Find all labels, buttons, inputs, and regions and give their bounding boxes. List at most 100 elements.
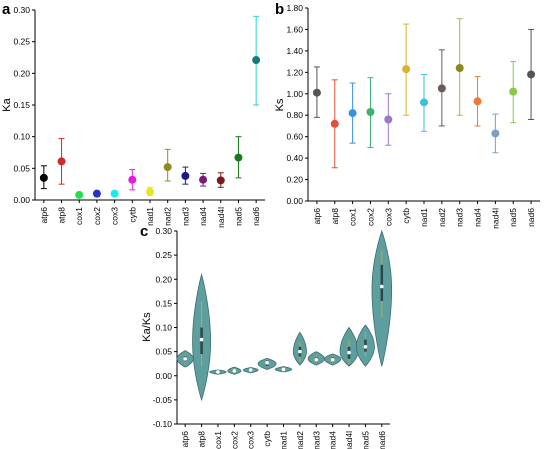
panel-a-x-tick-label: cox1 — [74, 207, 84, 225]
panel-a-y-axis-label: Ka — [1, 97, 13, 111]
panel-b-x-tick-label: cox2 — [365, 208, 375, 226]
panel-a-x-tick-label: nad3 — [180, 207, 190, 226]
data-point — [146, 187, 154, 196]
panel-b-x-tick-label: cytb — [401, 208, 411, 224]
panel-a-x-tick-label: cox2 — [92, 207, 102, 225]
panel-c-x-tick-label: cytb — [262, 431, 272, 447]
data-point — [163, 163, 172, 172]
data-point — [455, 64, 464, 73]
panel-c-x-tick-label: cox3 — [246, 431, 256, 449]
panel-c-x-tick-label: cox2 — [229, 431, 239, 449]
violin-median — [347, 350, 351, 355]
panel-b-y-tick-label: 0.80 — [286, 110, 303, 120]
panel-a-y-tick-label: 0.10 — [13, 132, 30, 142]
panel-c-y-tick-label: 0.00 — [155, 371, 172, 381]
panel-b-x-tick-label: cox3 — [383, 208, 393, 226]
panel-b-y-tick-label: 0.60 — [286, 132, 303, 142]
panel-b-x-tick-label: cox1 — [348, 208, 358, 226]
data-point — [473, 97, 482, 106]
panel-a-letter: a — [2, 1, 11, 18]
data-point — [128, 175, 137, 184]
violin-median — [232, 369, 237, 373]
data-point — [437, 84, 446, 93]
data-point — [57, 157, 66, 166]
panel-c-x-tick-label: nad4l — [344, 431, 354, 449]
data-point — [420, 98, 428, 107]
panel-b-y-tick-label: 0.40 — [286, 153, 303, 163]
violin-median — [216, 370, 220, 374]
violin-median — [330, 358, 335, 362]
data-point — [181, 171, 190, 180]
panel-c-x-tick-label: nad4 — [328, 431, 338, 449]
panel-c-y-tick-label: 0.20 — [155, 274, 172, 284]
panel-a-x-tick-label: nad1 — [145, 207, 155, 226]
panel-b-y-tick-label: 1.20 — [286, 67, 303, 77]
panel-a-x-tick-label: nad4l — [216, 207, 226, 228]
panel-c-x-tick-label: nad1 — [279, 431, 289, 449]
data-point — [75, 190, 84, 199]
panel-c-x-tick-label: cox1 — [213, 431, 223, 449]
panel-b-y-tick-label: 1.00 — [286, 89, 303, 99]
panel-b-y-tick-label: 0.20 — [286, 175, 303, 185]
panel-b-x-tick-label: nad4 — [473, 208, 483, 227]
data-point — [491, 129, 500, 138]
data-point — [402, 65, 411, 74]
panel-c-x-tick-label: nad2 — [295, 431, 305, 449]
panel-a-x-tick-label: cox3 — [110, 207, 120, 225]
panel-c-x-tick-label: atp6 — [180, 431, 190, 448]
panel-b-y-tick-label: 0.00 — [286, 196, 303, 206]
data-point — [199, 175, 208, 184]
panel-a-y-tick-label: 0.25 — [13, 37, 30, 47]
data-point — [39, 173, 48, 182]
panel-a-x-tick-label: atp6 — [39, 207, 49, 224]
data-point — [110, 189, 119, 198]
panel-c-y-tick-label: 0.10 — [155, 323, 172, 333]
panel-c-chart: -0.10 -0.05 0.00 0.05 0.10 0.15 0.20 0.25 0.30 at… — [141, 226, 393, 449]
panel-a-x-tick-label: nad6 — [251, 207, 261, 226]
panel-b-x-tick-label: nad2 — [437, 208, 447, 227]
data-point — [366, 108, 375, 117]
panel-a-x-tick-label: nad2 — [163, 207, 173, 226]
panel-a-y-tick-label: 0.30 — [13, 5, 30, 15]
panel-a-y-tick-label: 0.05 — [13, 163, 30, 173]
violin-median — [248, 368, 253, 372]
panel-c-x-tick-label: nad3 — [311, 431, 321, 449]
violin-median — [265, 360, 269, 365]
data-point — [234, 153, 243, 162]
panel-c-x-tick-label: atp8 — [197, 431, 207, 448]
panel-c-y-tick-label: 0.15 — [155, 298, 172, 308]
violin-median — [281, 367, 286, 372]
panel-b-x-tick-label: nad1 — [419, 208, 429, 227]
panel-b-letter: b — [275, 1, 284, 18]
violin-median — [380, 284, 384, 289]
panel-b-x-tick-label: atp8 — [330, 208, 340, 225]
panel-c-x-tick-label: nad6 — [377, 431, 387, 449]
panel-b-y-tick-label: 1.80 — [286, 3, 303, 13]
panel-b-chart: 0.00 0.20 0.40 0.60 0.80 1.00 1.20 1.40 1.60 1.80… — [274, 3, 540, 229]
data-point — [252, 56, 261, 65]
panel-b-x-tick-label: nad6 — [526, 208, 536, 227]
data-point — [330, 119, 339, 128]
panel-a-x-tick-label: atp8 — [57, 207, 67, 224]
violin-median — [314, 358, 319, 362]
violin-median — [199, 337, 204, 342]
panel-c-y-axis-label: Ka/Ks — [141, 312, 153, 342]
data-point — [509, 87, 518, 96]
data-point — [92, 189, 101, 198]
panel-c-y-tick-label: 0.30 — [155, 226, 172, 236]
panel-b-y-tick-label: 1.60 — [286, 24, 303, 34]
panel-b-x-tick-label: nad5 — [508, 208, 518, 227]
panel-c-y-tick-label: 0.25 — [155, 250, 172, 260]
panel-c-y-tick-label: 0.05 — [155, 347, 172, 357]
data-point — [312, 88, 321, 97]
panel-c-x-tick-label: nad5 — [360, 431, 370, 449]
panel-b-y-axis-label: Ks — [274, 98, 286, 111]
data-point — [216, 176, 225, 185]
data-point — [348, 109, 357, 118]
data-point — [384, 115, 393, 124]
panel-b-y-tick-label: 1.40 — [286, 46, 303, 56]
panel-a-x-tick-label: nad4 — [198, 207, 208, 226]
panel-c-letter: c — [140, 223, 148, 240]
panel-b-x-tick-label: nad3 — [455, 208, 465, 227]
